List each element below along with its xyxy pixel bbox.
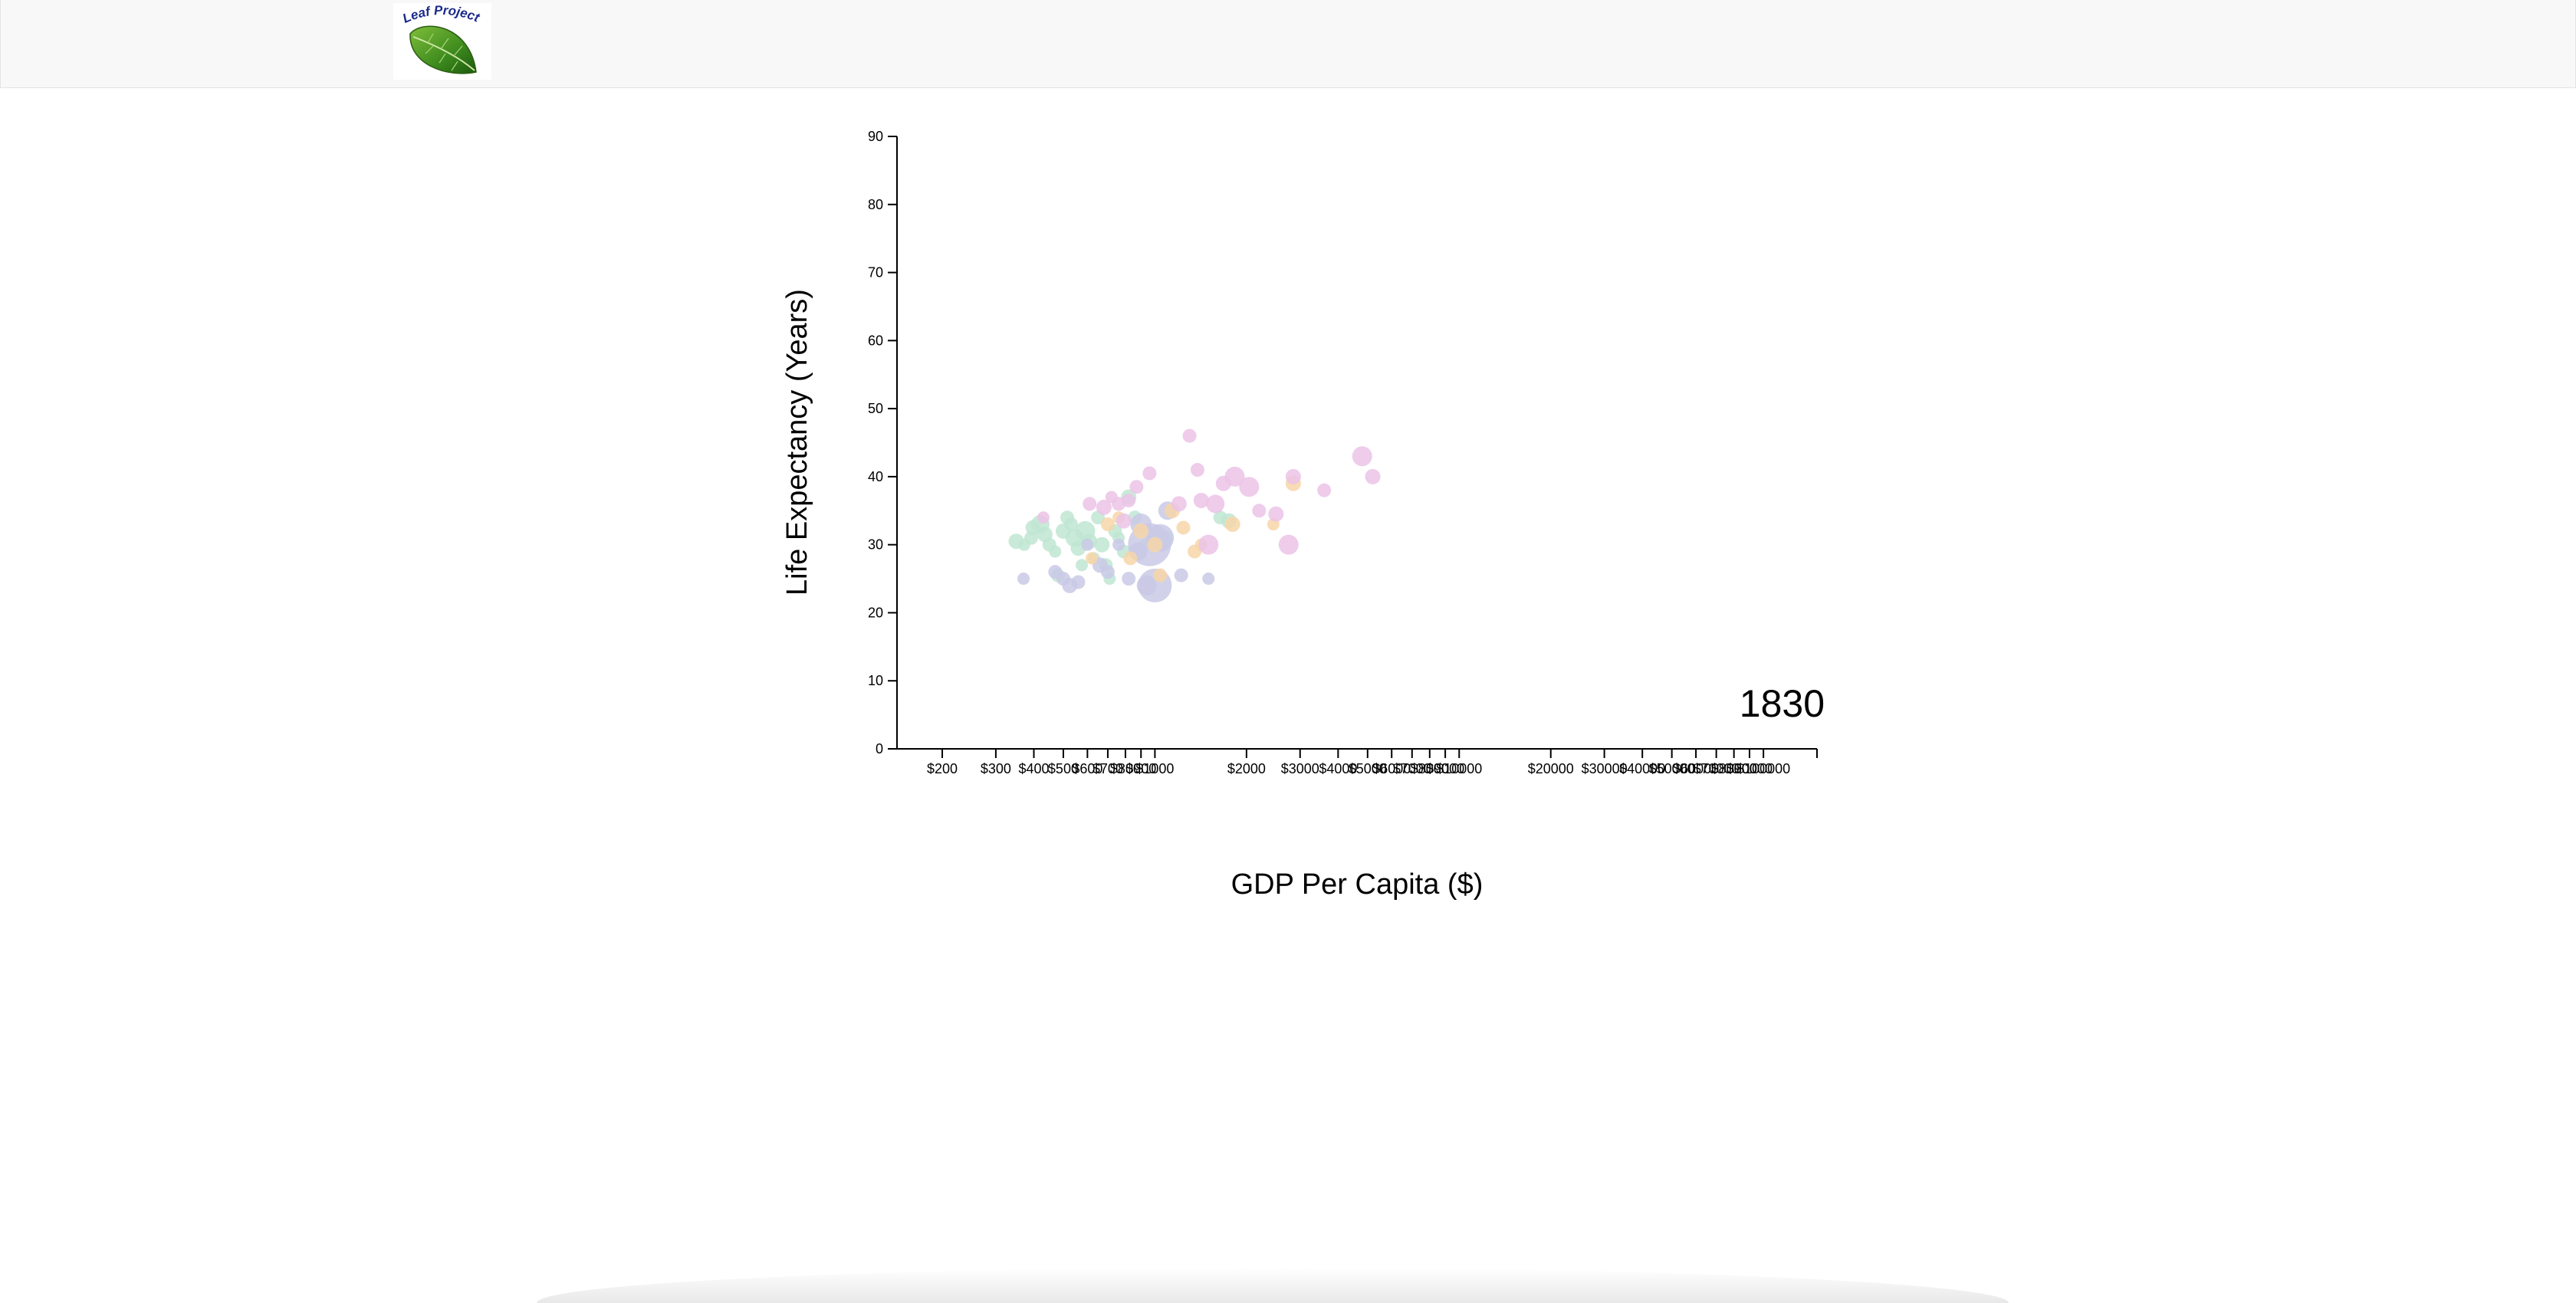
data-point-americas-3	[1123, 551, 1138, 566]
x-tick-label-80000: $80000	[1711, 761, 1757, 776]
x-tick-label-700: $700	[1092, 761, 1123, 776]
data-point-americas-0	[1086, 552, 1099, 565]
data-point-africa-19	[1094, 537, 1110, 553]
data-point-europe-19	[1268, 506, 1284, 522]
data-point-europe-20	[1278, 534, 1299, 555]
data-point-europe-10	[1182, 428, 1197, 443]
year-label: 1830	[1740, 682, 1825, 725]
y-tick-label-80: 80	[868, 197, 883, 212]
y-tick-label-0: 0	[876, 741, 883, 757]
data-point-europe-13	[1198, 534, 1219, 555]
y-axis-title: Life Expectancy (Years)	[781, 289, 813, 596]
data-point-europe-7	[1129, 480, 1144, 494]
y-tick-label-60: 60	[868, 333, 883, 348]
data-point-europe-5	[1116, 513, 1132, 529]
x-tick-label-8000: $8000	[1411, 761, 1449, 776]
data-point-asia-7	[1100, 565, 1115, 579]
x-tick-label-4000: $4000	[1319, 761, 1357, 776]
data-point-europe-18	[1252, 504, 1267, 518]
x-tick-label-40000: $40000	[1619, 761, 1665, 776]
data-point-europe-11	[1190, 463, 1204, 478]
x-tick-label-30000: $30000	[1582, 761, 1628, 776]
data-point-americas-11	[1224, 517, 1240, 533]
x-tick-label-100000: $100000	[1737, 761, 1790, 776]
data-point-europe-0	[1037, 511, 1050, 524]
data-point-europe-22	[1317, 483, 1332, 497]
data-point-europe-6	[1122, 493, 1136, 507]
data-point-asia-0	[1017, 573, 1030, 586]
data-point-asia-9	[1122, 572, 1136, 586]
data-point-africa-7	[1049, 545, 1062, 558]
data-point-asia-5	[1081, 538, 1094, 551]
data-point-americas-4	[1133, 523, 1149, 539]
data-point-europe-2	[1096, 499, 1112, 515]
gapminder-chart: 0 10 20 30 40 50 60 70 80 90 $200 $300 $400 $500 $600 $…	[0, 92, 2576, 1288]
x-axis-title: GDP Per Capita ($)	[1231, 868, 1484, 901]
y-tick-label-50: 50	[868, 401, 883, 416]
data-point-americas-1	[1100, 517, 1115, 532]
data-point-europe-8	[1142, 466, 1157, 481]
x-tick-label-10000: $10000	[1436, 761, 1482, 776]
navbar: Leaf Project	[0, 0, 2576, 88]
data-point-europe-17	[1239, 477, 1260, 497]
data-point-europe-1	[1083, 497, 1097, 511]
x-tick-label-200: $200	[927, 761, 958, 776]
y-tick-label-30: 30	[868, 537, 883, 553]
y-tick-label-20: 20	[868, 605, 883, 620]
data-point-europe-24	[1365, 468, 1381, 484]
x-tick-label-5000: $5000	[1349, 761, 1387, 776]
data-point-americas-5	[1147, 537, 1163, 553]
data-point-asia-17	[1174, 568, 1188, 583]
x-tick-label-70000: $70000	[1694, 761, 1740, 776]
data-point-europe-21	[1285, 468, 1301, 484]
data-point-asia-8	[1112, 538, 1125, 551]
x-tick-label-20000: $20000	[1528, 761, 1574, 776]
y-tick-label-10: 10	[868, 673, 883, 688]
data-point-americas-6	[1153, 568, 1168, 583]
y-tick-label-90: 90	[868, 129, 883, 144]
data-point-europe-23	[1352, 446, 1372, 467]
x-tick-label-900: $900	[1125, 761, 1156, 776]
x-tick-label-3000: $3000	[1281, 761, 1319, 776]
data-point-europe-14	[1206, 494, 1225, 514]
x-tick-label-300: $300	[981, 761, 1011, 776]
x-tick-label-800: $800	[1110, 761, 1141, 776]
data-point-europe-12	[1193, 492, 1209, 508]
data-point-asia-18	[1202, 573, 1215, 586]
x-tick-label-7000: $7000	[1393, 761, 1431, 776]
data-point-americas-8	[1176, 520, 1191, 535]
x-tick-label-2000: $2000	[1227, 761, 1266, 776]
x-tick-label-50000: $50000	[1649, 761, 1695, 776]
svg-text:Leaf Project: Leaf Project	[400, 3, 482, 26]
x-tick-label-600: $600	[1072, 761, 1102, 776]
data-point-asia-4	[1071, 575, 1086, 589]
leaf-project-logo[interactable]: Leaf Project	[393, 3, 491, 80]
data-point-africa-11	[1063, 517, 1078, 532]
y-tick-label-70: 70	[868, 265, 883, 281]
x-tick-label-90000: $90000	[1727, 761, 1773, 776]
x-tick-label-1000: $1000	[1135, 761, 1174, 776]
x-tick-label-500: $500	[1048, 761, 1079, 776]
x-tick-label-60000: $60000	[1673, 761, 1719, 776]
data-point-europe-9	[1171, 496, 1187, 512]
x-tick-label-6000: $6000	[1372, 761, 1411, 776]
x-tick-label-9000: $9000	[1426, 761, 1464, 776]
data-point-europe-16	[1224, 466, 1245, 487]
y-tick-label-40: 40	[868, 469, 883, 484]
x-tick-label-400: $400	[1018, 761, 1049, 776]
data-point-africa-14	[1076, 559, 1089, 572]
leaf-logo-icon: Leaf Project	[400, 3, 482, 74]
